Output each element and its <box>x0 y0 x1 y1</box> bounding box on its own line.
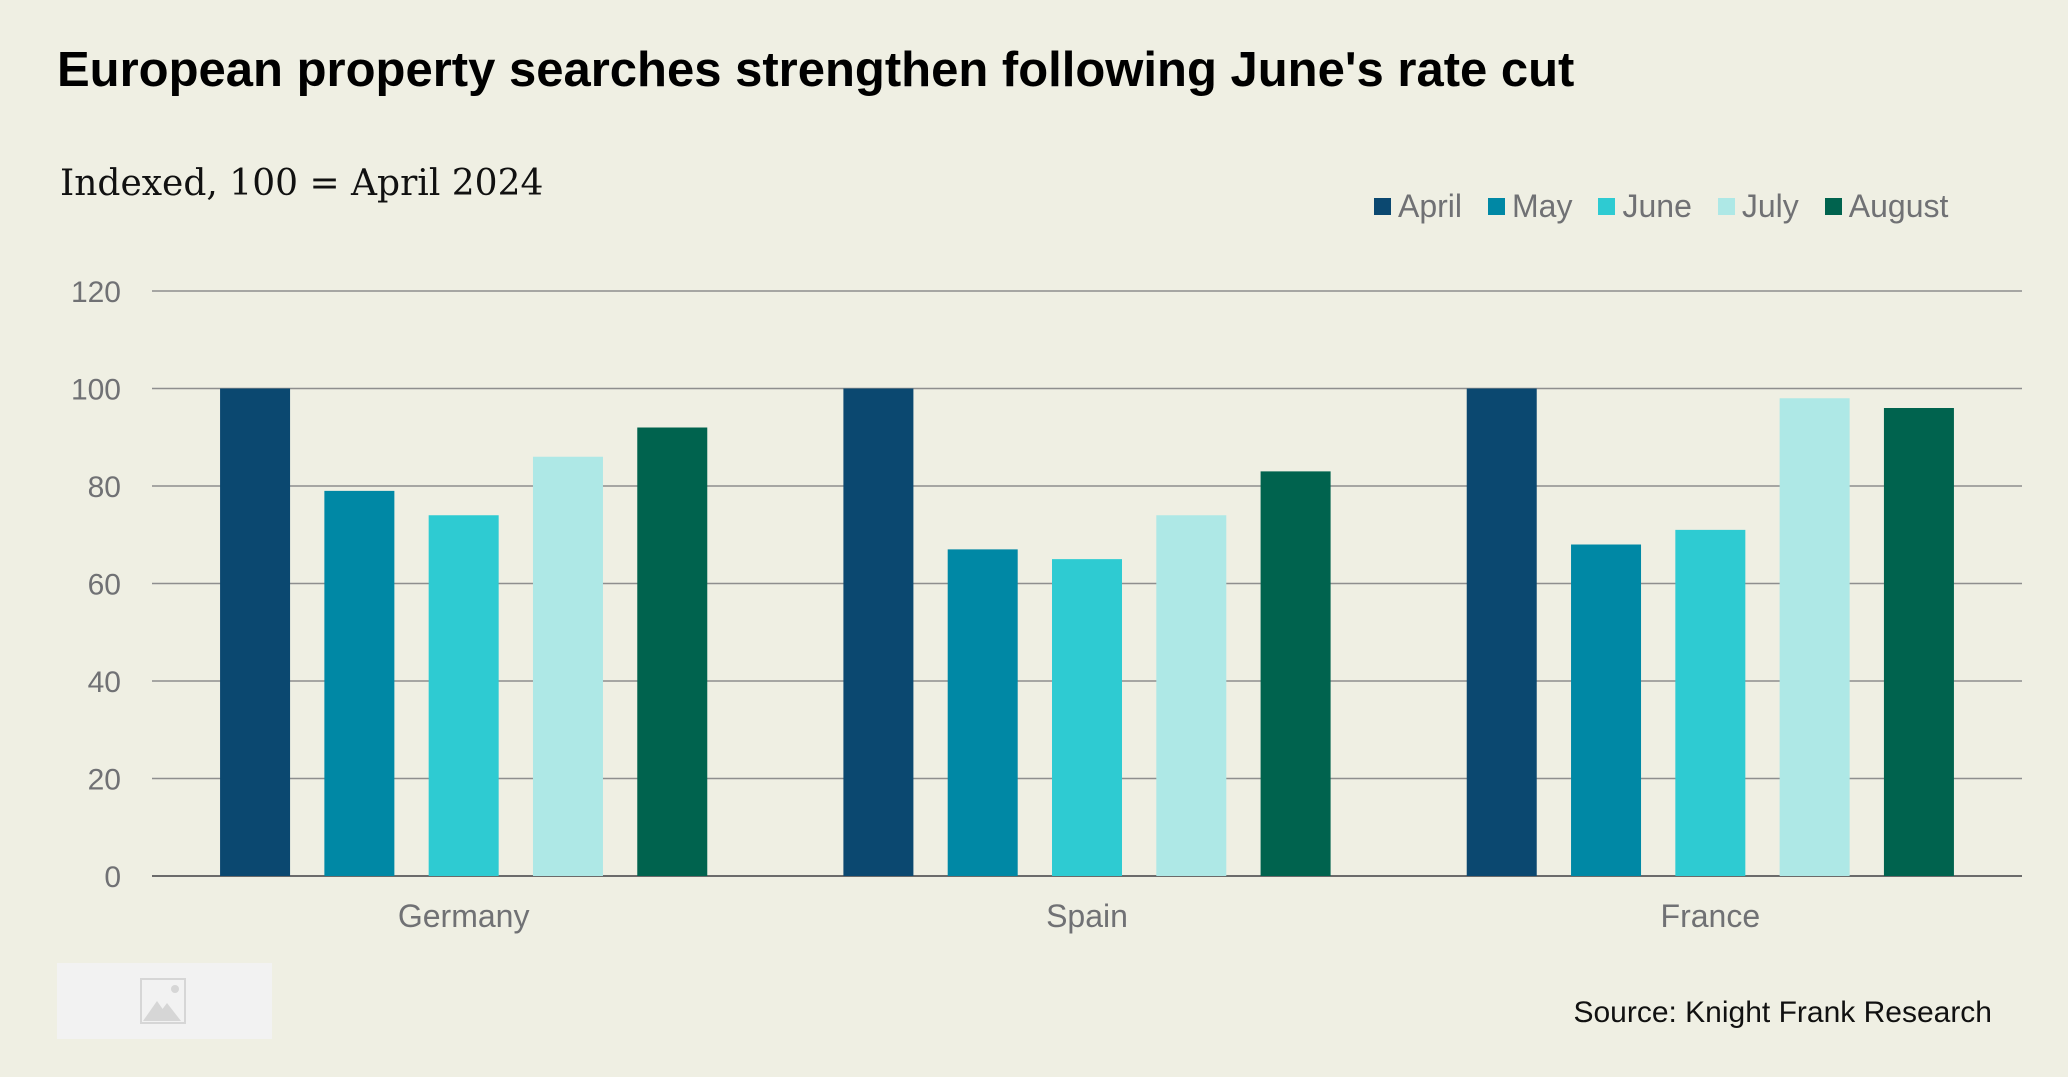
bar-germany-july <box>532 456 603 876</box>
bar-france-august <box>1883 408 1954 876</box>
bar-spain-may <box>947 549 1018 876</box>
bar-spain-august <box>1260 471 1331 876</box>
legend-label: April <box>1398 188 1463 224</box>
bar-germany-june <box>428 515 499 876</box>
bar-germany-august <box>637 427 708 876</box>
legend-swatch <box>1598 198 1616 215</box>
legend-swatch <box>1717 198 1735 215</box>
y-tick-label: 60 <box>88 569 121 602</box>
bar-france-june <box>1675 529 1746 876</box>
chart-subtitle: Indexed, 100 = April 2024 <box>60 163 544 204</box>
bar-spain-april <box>843 388 914 876</box>
legend-swatch <box>1824 198 1842 215</box>
bar-germany-april <box>220 388 291 876</box>
bar-france-may <box>1571 544 1642 876</box>
legend-label: July <box>1741 188 1799 224</box>
legend: April May June July August <box>1374 188 1948 225</box>
x-category-label: Spain <box>1046 898 1128 934</box>
y-tick-label: 20 <box>88 764 121 797</box>
legend-label: May <box>1512 188 1573 224</box>
legend-item-august: August <box>1824 188 1949 225</box>
y-tick-label: 0 <box>104 861 121 894</box>
legend-item-july: July <box>1717 188 1799 225</box>
legend-swatch <box>1374 198 1391 215</box>
y-tick-label: 100 <box>71 374 121 407</box>
bar-germany-may <box>324 490 395 876</box>
bar-spain-june <box>1052 559 1122 876</box>
bar-france-april <box>1466 388 1537 876</box>
y-tick-label: 80 <box>88 471 121 504</box>
legend-swatch <box>1488 198 1506 215</box>
y-tick-label: 40 <box>88 666 121 699</box>
legend-item-june: June <box>1598 188 1692 225</box>
x-category-label: France <box>1661 898 1761 934</box>
legend-item-april: April <box>1374 188 1462 225</box>
y-tick-label: 120 <box>71 276 121 309</box>
source-note: Source: Knight Frank Research <box>1573 996 1992 1029</box>
image-placeholder <box>57 963 272 1039</box>
bar-spain-july <box>1156 515 1227 876</box>
x-category-label: Germany <box>398 898 530 934</box>
bar-france-july <box>1779 398 1850 876</box>
legend-label: June <box>1622 188 1692 224</box>
legend-label: August <box>1848 188 1949 224</box>
legend-item-may: May <box>1488 188 1572 225</box>
image-placeholder-icon <box>140 978 186 1024</box>
chart-title: European property searches strengthen fo… <box>57 43 1575 97</box>
